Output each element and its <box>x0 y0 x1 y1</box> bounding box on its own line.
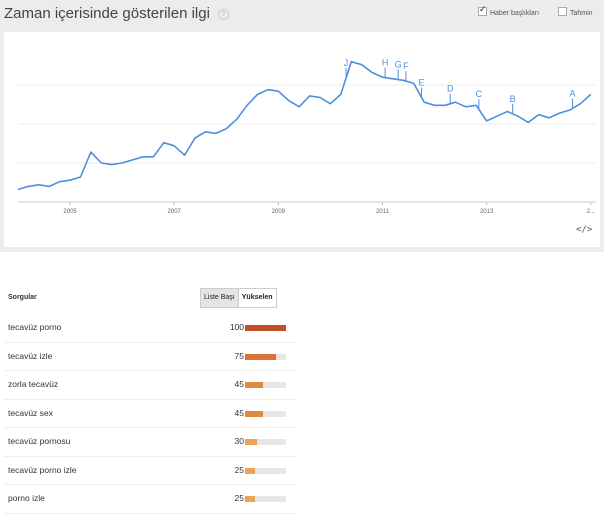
query-bar-fill <box>245 496 256 502</box>
forecast-checkbox[interactable] <box>558 7 567 16</box>
query-value: 25 <box>234 464 244 475</box>
x-tick-label: 2013 <box>480 209 494 215</box>
news-headlines-checkbox[interactable]: ✓ <box>478 4 487 16</box>
checkmark-icon: ✓ <box>479 4 487 14</box>
query-row[interactable]: tecavüz porno izle 25 <box>4 457 296 485</box>
query-value: 45 <box>234 379 244 389</box>
query-text[interactable]: porno izle <box>8 493 45 503</box>
query-value: 30 <box>234 436 244 446</box>
query-bar-fill <box>245 439 258 445</box>
x-tick-label: 2007 <box>168 209 182 215</box>
query-row[interactable]: tecavüz pornosu 30 <box>4 428 296 457</box>
series-line <box>17 60 592 191</box>
query-value: 25 <box>234 493 244 503</box>
interest-over-time-panel: Zaman içerisinde gösterilen ilgi ? ✓ Habe… <box>0 0 604 252</box>
x-tick-label: 2009 <box>272 209 286 215</box>
x-tick-label: 2005 <box>63 209 77 215</box>
x-tick-label: 2... <box>587 209 596 215</box>
annotation-label: G <box>395 60 402 70</box>
query-bar-track <box>245 467 286 474</box>
query-bar-track <box>245 353 286 360</box>
tab-rising[interactable]: Yükselen <box>238 289 276 307</box>
annotation-label: D <box>447 84 454 94</box>
annotation-label: J <box>344 58 349 68</box>
queries-header: Sorgular <box>8 294 37 301</box>
query-bar-track <box>245 496 286 502</box>
query-text[interactable]: tecavüz porno <box>8 322 62 332</box>
queries-tabs: Liste Başı Yükselen <box>200 288 277 308</box>
annotation-label: F <box>403 61 409 71</box>
query-bar-fill <box>245 325 286 331</box>
query-bar-track <box>245 410 286 417</box>
queries-list: tecavüz porno 100 tecavüz izle 75 zorla teca… <box>0 314 300 514</box>
help-icon[interactable]: ? <box>218 9 229 20</box>
annotation-label: H <box>382 58 389 68</box>
forecast-label: Tahmin <box>570 10 593 17</box>
query-text[interactable]: zorla tecavüz <box>8 379 59 389</box>
query-bar-fill <box>245 467 256 474</box>
embed-code-icon[interactable]: </> <box>576 225 593 235</box>
news-headlines-label: Haber başlıkları <box>490 10 540 17</box>
query-text[interactable]: tecavüz porno izle <box>8 464 77 475</box>
interest-line-chart: 2005 2007 2009 2011 2013 2... J H G FE D C B A <box>17 58 596 215</box>
annotation-label: A <box>570 88 576 98</box>
query-bar-track <box>245 325 286 331</box>
x-tick-label: 2011 <box>376 209 390 215</box>
chart-card: 2005 2007 2009 2011 2013 2... J H G F E D C B A <box>4 32 600 247</box>
query-row[interactable]: porno izle 25 <box>4 485 296 514</box>
query-value: 100 <box>229 322 244 332</box>
annotation-label: B <box>510 94 516 104</box>
query-bar-track <box>245 439 286 445</box>
query-row[interactable]: tecavüz sex 45 <box>4 400 296 428</box>
query-row[interactable]: zorla tecavüz 45 <box>4 371 296 400</box>
query-row[interactable]: tecavüz izle 75 <box>4 343 296 371</box>
query-bar-fill <box>245 382 264 388</box>
panel-title: Zaman içerisinde gösterilen ilgi <box>4 5 210 22</box>
annotation-label: E <box>419 77 425 87</box>
query-bar-track <box>245 382 286 388</box>
query-bar-fill <box>245 353 276 360</box>
query-row[interactable]: tecavüz porno 100 <box>4 314 296 343</box>
news-headlines-option[interactable]: ✓ Haber başlıkları <box>478 4 540 17</box>
annotation-label: C <box>476 89 483 99</box>
tab-top[interactable]: Liste Başı <box>201 289 239 307</box>
forecast-option[interactable]: Tahmin <box>558 7 593 17</box>
query-text[interactable]: tecavüz izle <box>8 350 53 361</box>
query-value: 45 <box>234 407 244 418</box>
query-bar-fill <box>245 410 264 417</box>
query-text[interactable]: tecavüz pornosu <box>8 436 71 446</box>
query-text[interactable]: tecavüz sex <box>8 407 53 418</box>
query-value: 75 <box>234 350 244 361</box>
